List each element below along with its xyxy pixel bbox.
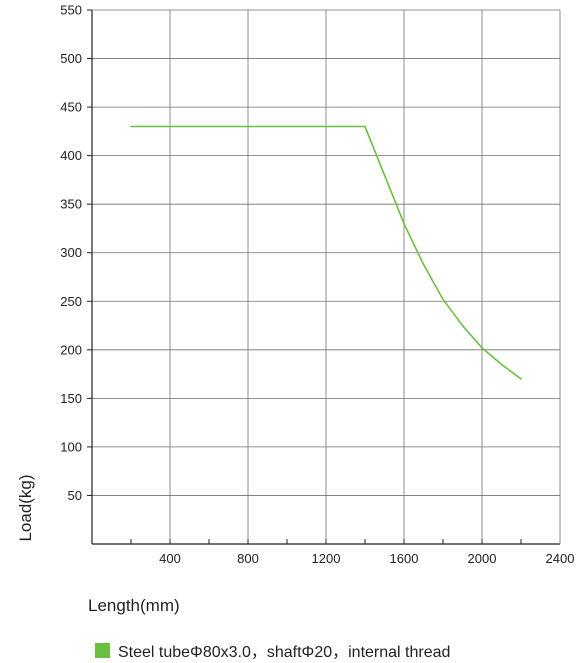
tick-marks (87, 9, 522, 544)
x-tick-label-400: 400 (159, 551, 181, 566)
x-tick-label-1200: 1200 (312, 551, 341, 566)
y-tick-label-300: 300 (60, 245, 82, 260)
x-tick-label-2000: 2000 (468, 551, 497, 566)
x-tick-label-800: 800 (237, 551, 259, 566)
y-tick-label-250: 250 (60, 294, 82, 309)
y-tick-label-200: 200 (60, 342, 82, 357)
x-tick-label-1600: 1600 (390, 551, 419, 566)
y-tick-label-550: 550 (60, 3, 82, 18)
y-tick-label-400: 400 (60, 148, 82, 163)
legend: Steel tubeΦ80x3.0，shaftΦ20，internal thre… (95, 638, 450, 662)
x-tick-labels: 400 800 1200 1600 2000 2400 (159, 551, 574, 566)
y-tick-label-100: 100 (60, 439, 82, 454)
y-tick-label-350: 350 (60, 197, 82, 212)
grid-lines (92, 9, 560, 544)
y-tick-label-500: 500 (60, 51, 82, 66)
x-axis-title: Length(mm) (88, 596, 180, 615)
x-tick-label-2400: 2400 (546, 551, 575, 566)
y-tick-label-50: 50 (68, 488, 82, 503)
legend-swatch (95, 642, 110, 658)
y-axis-title: Load(kg) (16, 474, 35, 541)
y-tick-label-450: 450 (60, 100, 82, 115)
y-tick-label-150: 150 (60, 391, 82, 406)
legend-label: Steel tubeΦ80x3.0，shaftΦ20，internal thre… (118, 644, 451, 661)
series-line-0 (130, 125, 522, 380)
series-layer (130, 125, 522, 380)
y-tick-labels: 50 100 150 200 250 300 350 400 450 500 550 (60, 3, 82, 503)
